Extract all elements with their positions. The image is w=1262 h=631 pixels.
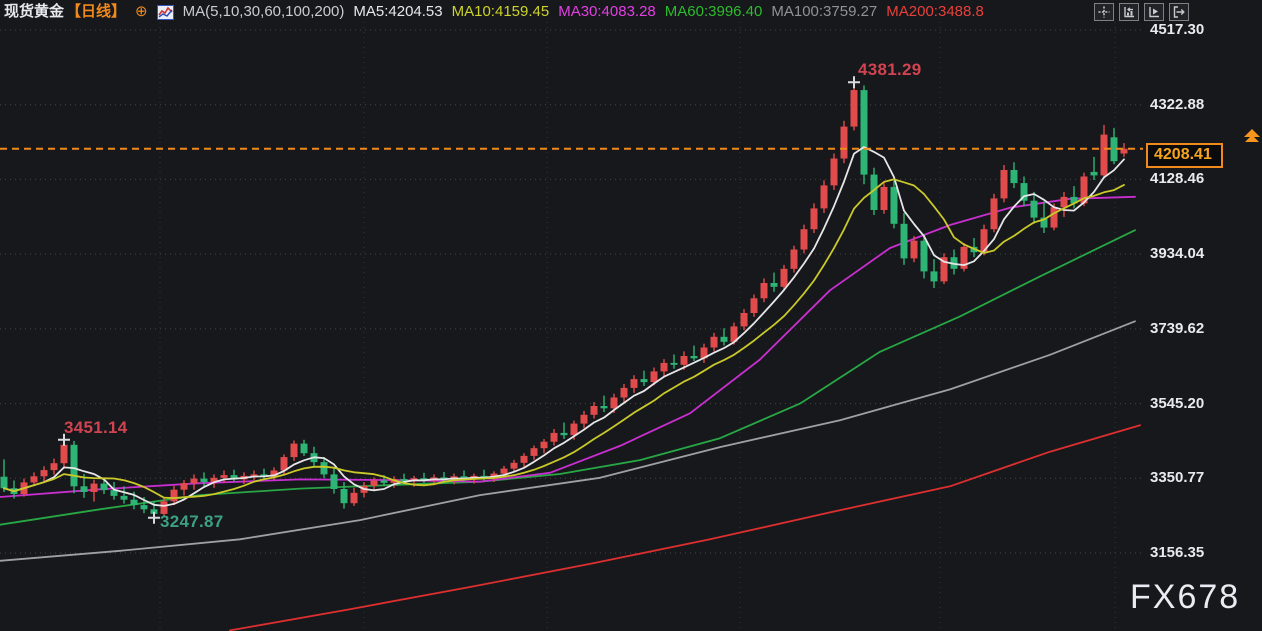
y-axis-label: 3739.62 bbox=[1150, 319, 1205, 337]
ma-params-label: MA(5,10,30,60,100,200) bbox=[182, 3, 345, 20]
ma5-legend: MA5:4204.53 bbox=[353, 3, 443, 20]
ma30-legend: MA30:4083.28 bbox=[558, 3, 656, 20]
y-axis-label: 3156.35 bbox=[1150, 544, 1205, 561]
chart-toolbar bbox=[1094, 3, 1189, 21]
target-plus-icon[interactable]: ⊕ bbox=[135, 3, 148, 20]
y-axis-label: 4322.88 bbox=[1150, 95, 1205, 113]
price-annotation: 4381.29 bbox=[858, 60, 922, 79]
interval-label[interactable]: 【日线】 bbox=[66, 3, 127, 20]
ma200-legend: MA200:3488.8 bbox=[886, 3, 984, 20]
price-annotation: 3451.14 bbox=[64, 418, 128, 437]
current-price-tag: 4208.41 bbox=[1146, 143, 1223, 168]
ma10-legend: MA10:4159.45 bbox=[451, 3, 550, 20]
exit-panel-icon[interactable] bbox=[1169, 3, 1189, 21]
chart-axis-left-icon[interactable] bbox=[1119, 3, 1139, 21]
symbol-title: 现货黄金 bbox=[4, 3, 65, 20]
y-axis-label: 3545.20 bbox=[1150, 394, 1205, 412]
y-axis-label: 3350.77 bbox=[1150, 469, 1205, 487]
ma60-legend: MA60:3996.40 bbox=[664, 3, 763, 20]
chart-header: 现货黄金 【日线】 ⊕ MA(5,10,30,60,100,200) MA5:42… bbox=[4, 2, 984, 22]
crosshair-icon[interactable] bbox=[1094, 3, 1114, 21]
ma100-legend: MA100:3759.27 bbox=[771, 3, 878, 20]
y-axis-label: 3934.04 bbox=[1150, 245, 1205, 263]
price-annotation: 3247.87 bbox=[160, 512, 224, 531]
y-axis-label: 4517.30 bbox=[1150, 21, 1205, 38]
watermark: FX678 bbox=[1130, 578, 1241, 616]
chart-axis-play-icon[interactable] bbox=[1144, 3, 1164, 21]
mini-chart-icon[interactable] bbox=[156, 4, 174, 20]
y-axis-label: 4128.46 bbox=[1150, 170, 1205, 188]
